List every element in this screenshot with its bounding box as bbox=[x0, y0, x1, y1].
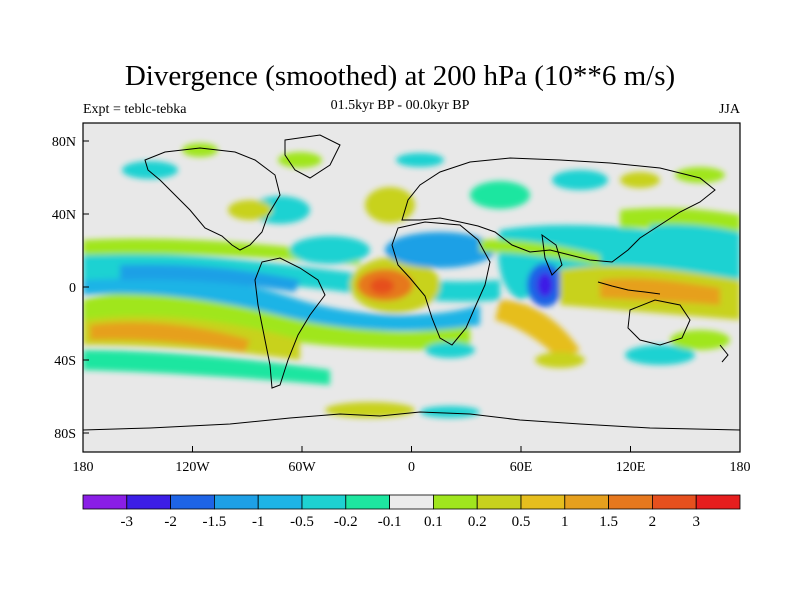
field-north-america-yellow bbox=[228, 200, 272, 220]
field-east-indian-yellow bbox=[495, 300, 580, 360]
coastlines bbox=[83, 134, 740, 431]
colorbar-label: 2 bbox=[649, 514, 657, 530]
coast-north-america bbox=[144, 147, 281, 251]
colorbar-box bbox=[170, 494, 215, 510]
colorbar-box bbox=[564, 494, 609, 510]
colorbar-box bbox=[345, 494, 390, 510]
colorbar-label: 3 bbox=[692, 514, 700, 530]
colorbar-label: 0.5 bbox=[512, 514, 531, 530]
coast-antarctica bbox=[83, 411, 740, 431]
x-tick-label: 180 bbox=[73, 460, 94, 475]
y-tick-label: 80N bbox=[52, 135, 76, 150]
colorbar-label: -0.2 bbox=[334, 514, 358, 530]
field-south-pacific-green bbox=[670, 330, 730, 350]
experiment-label: Expt = teblc-tebka bbox=[83, 102, 187, 117]
axis-ticks bbox=[82, 140, 741, 452]
colorbar-label: -1.5 bbox=[203, 514, 227, 530]
field-south-indian-yellow bbox=[535, 352, 585, 368]
field-arabian-green bbox=[480, 239, 600, 265]
colorbar-box bbox=[389, 494, 434, 510]
colorbar-label: -1 bbox=[252, 514, 265, 530]
x-tick-label: 180 bbox=[730, 460, 751, 475]
field-band-green-south-2 bbox=[83, 350, 330, 385]
colorbar-label: -3 bbox=[121, 514, 134, 530]
field-indian-ocean-darkblue bbox=[537, 273, 553, 297]
field-pacific-north-cyan bbox=[122, 161, 178, 179]
field-south-australia-cyan bbox=[625, 345, 695, 365]
period-label: 01.5kyr BP - 00.0kyr BP bbox=[330, 98, 470, 113]
x-tick-label: 0 bbox=[408, 460, 415, 475]
colorbar-box bbox=[476, 494, 522, 510]
field-alaska-green bbox=[675, 167, 725, 183]
field-arctic-green bbox=[278, 152, 322, 168]
colorbar-box bbox=[257, 494, 303, 510]
colorbar-label: 0.2 bbox=[468, 514, 487, 530]
coast-africa bbox=[391, 221, 491, 346]
x-tick-label: 60E bbox=[510, 460, 533, 475]
colorbar: -3 -2 -1.5 -1 -0.5 -0.2 -0.1 0.1 0.2 0.5 1 1.5 2 3 bbox=[82, 494, 741, 530]
coast-australia bbox=[627, 299, 691, 346]
season-label: JJA bbox=[718, 102, 740, 117]
divergence-field bbox=[83, 143, 740, 418]
field-east-asia-yellow bbox=[620, 172, 660, 188]
field-equator-green-north bbox=[83, 238, 360, 265]
x-tick-label: 60W bbox=[288, 460, 316, 475]
colorbar-label: -0.1 bbox=[378, 514, 402, 530]
coast-greenland bbox=[284, 134, 341, 179]
colorbar-label: 1 bbox=[561, 514, 569, 530]
field-atlantic-cyan bbox=[290, 236, 370, 264]
colorbar-label: 1.5 bbox=[599, 514, 618, 530]
field-africa-red bbox=[370, 278, 394, 294]
coast-india bbox=[541, 233, 563, 276]
plot-title: Divergence (smoothed) at 200 hPa (10**6 … bbox=[124, 60, 676, 92]
colorbar-box bbox=[608, 494, 653, 510]
field-north-pacific-cyan bbox=[650, 224, 740, 245]
y-tick-label: 40N bbox=[52, 208, 76, 223]
field-southern-ocean-cyan bbox=[420, 406, 480, 418]
y-tick-label: 80S bbox=[54, 427, 76, 442]
coast-new-zealand bbox=[719, 344, 729, 363]
colorbar-box bbox=[520, 494, 566, 510]
field-greenland-green bbox=[182, 143, 218, 157]
field-south-africa-cyan bbox=[425, 342, 475, 358]
colorbar-box bbox=[432, 494, 478, 510]
field-maritime-orange bbox=[600, 278, 720, 305]
colorbar-label: -0.5 bbox=[290, 514, 314, 530]
colorbar-box bbox=[213, 494, 259, 510]
field-arctic-cyan bbox=[396, 153, 444, 167]
field-europe-yellow bbox=[365, 187, 415, 223]
x-tick-label: 120E bbox=[616, 460, 646, 475]
field-band-green-south bbox=[83, 291, 470, 350]
colorbar-box bbox=[301, 494, 347, 510]
field-sahara-blue bbox=[385, 232, 495, 268]
field-band-orange-south bbox=[90, 322, 250, 352]
colorbar-box bbox=[695, 494, 741, 510]
colorbar-box bbox=[652, 494, 697, 510]
field-equator-blue bbox=[120, 264, 300, 292]
colorbar-label: -2 bbox=[164, 514, 177, 530]
field-siberia-cyan bbox=[552, 170, 608, 190]
field-asia-green bbox=[470, 181, 530, 209]
coast-indonesia bbox=[597, 281, 661, 295]
y-tick-label: 0 bbox=[69, 281, 76, 296]
colorbar-label: 0.1 bbox=[424, 514, 443, 530]
coast-south-america bbox=[254, 257, 326, 389]
x-tick-label: 120W bbox=[175, 460, 210, 475]
colorbar-box bbox=[126, 494, 172, 510]
colorbar-box bbox=[82, 494, 128, 510]
coast-eurasia bbox=[401, 157, 716, 263]
y-tick-label: 40S bbox=[54, 354, 76, 369]
field-band-cyan-south bbox=[83, 269, 480, 331]
